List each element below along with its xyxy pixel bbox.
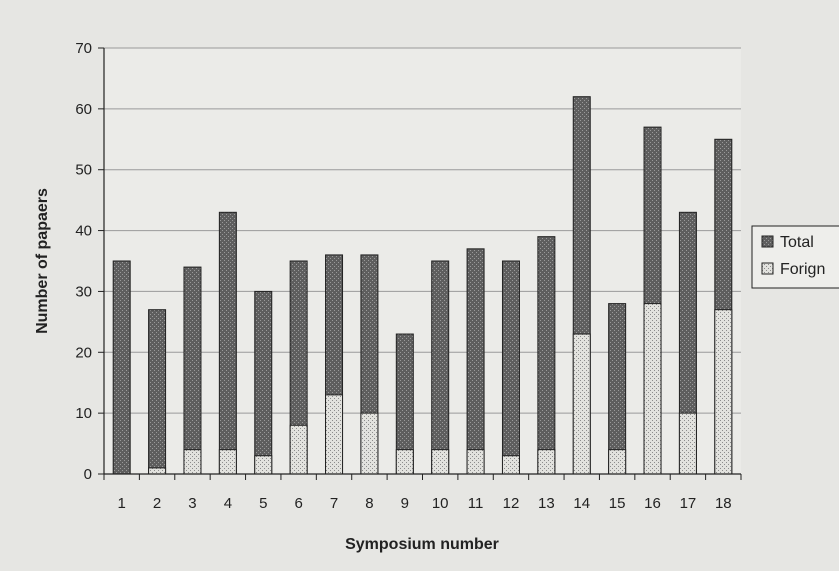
bar-forign-18 [714,309,733,475]
y-tick-label-70: 70 [75,40,92,57]
x-tick-label-18: 18 [715,495,732,512]
legend-swatch-forign [761,262,774,275]
x-tick-label-1: 1 [118,495,126,512]
bar-forign-10 [431,449,450,475]
y-tick-label-40: 40 [75,223,92,240]
bar-total-11 [466,248,485,475]
legend-label-forign: Forign [780,261,825,278]
x-tick-label-4: 4 [224,495,232,512]
bar-forign-11 [466,449,485,475]
x-tick-label-3: 3 [188,495,196,512]
y-tick-label-30: 30 [75,283,92,300]
bar-forign-12 [501,455,520,475]
bar-total-5 [254,290,273,475]
x-tick-label-2: 2 [153,495,161,512]
bar-total-10 [431,260,450,475]
bar-total-3 [183,266,202,475]
x-tick-label-7: 7 [330,495,338,512]
legend: Total Forign [751,225,839,289]
x-tick-label-17: 17 [680,495,697,512]
x-tick-label-15: 15 [609,495,626,512]
bar-forign-3 [183,449,202,475]
bar-total-1 [112,260,131,475]
bar-total-2 [148,309,167,475]
bar-total-15 [608,303,627,475]
bar-total-12 [501,260,520,475]
bar-forign-6 [289,424,308,475]
x-tick-label-9: 9 [401,495,409,512]
y-axis-title: Number of papaers [34,188,51,334]
x-tick-label-6: 6 [294,495,302,512]
bar-forign-5 [254,455,273,475]
y-tick-label-50: 50 [75,162,92,179]
x-axis-title: Symposium number [345,536,499,553]
bar-forign-15 [608,449,627,475]
y-tick-label-10: 10 [75,405,92,422]
legend-box [751,225,839,289]
bar-forign-9 [395,449,414,475]
axes [98,47,742,480]
x-tick-labels: 1 2 3 4 5 6 7 8 9 10 11 12 13 14 15 16 17 18 [118,495,732,512]
x-tick-label-5: 5 [259,495,267,512]
y-tick-label-0: 0 [84,466,92,483]
y-tick-labels: 0 10 20 30 40 50 60 70 [75,40,92,483]
x-tick-label-16: 16 [644,495,661,512]
x-tick-label-14: 14 [573,495,590,512]
bar-forign-8 [360,412,379,475]
bar-forign-17 [678,412,697,475]
bar-forign-14 [572,333,591,475]
bar-forign-13 [537,449,556,475]
legend-swatch-total [761,235,774,248]
bar-forign-4 [218,449,237,475]
bars [112,96,733,475]
y-tick-label-60: 60 [75,101,92,118]
x-tick-label-8: 8 [365,495,373,512]
y-tick-label-20: 20 [75,344,92,361]
bar-forign-2 [148,467,167,475]
legend-label-total: Total [780,234,814,251]
plot-area [104,48,741,474]
x-tick-label-13: 13 [538,495,555,512]
bar-total-4 [218,211,237,475]
x-tick-label-10: 10 [432,495,449,512]
bar-forign-7 [325,394,344,475]
x-tick-label-12: 12 [503,495,520,512]
bar-total-13 [537,236,556,475]
x-tick-label-11: 11 [468,495,484,512]
bar-forign-16 [643,303,662,475]
gridlines [104,47,741,414]
